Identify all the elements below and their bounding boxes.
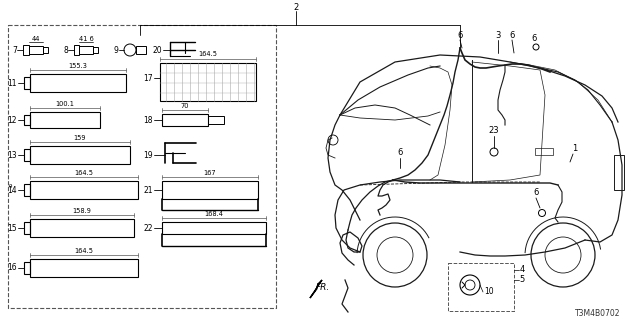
- Text: 14: 14: [8, 186, 17, 195]
- Bar: [535, 148, 553, 155]
- Bar: [74, 45, 79, 55]
- Bar: [24, 184, 30, 196]
- Text: 44: 44: [32, 36, 40, 42]
- Text: 10: 10: [484, 287, 493, 297]
- Bar: [30, 259, 138, 277]
- Bar: [30, 74, 126, 92]
- Text: 70: 70: [180, 103, 189, 109]
- Text: 155.3: 155.3: [68, 63, 88, 69]
- Bar: [24, 115, 30, 125]
- Bar: [79, 46, 93, 54]
- Text: 17: 17: [143, 74, 153, 83]
- Bar: [614, 155, 624, 190]
- Text: 9: 9: [113, 45, 118, 54]
- Text: 167: 167: [204, 170, 216, 176]
- Text: 19: 19: [143, 150, 153, 159]
- Bar: [448, 263, 514, 311]
- Text: 6: 6: [458, 30, 463, 39]
- Text: FR.: FR.: [316, 284, 330, 292]
- Bar: [23, 45, 29, 55]
- Text: 5: 5: [520, 276, 525, 284]
- Text: 164.5: 164.5: [74, 248, 93, 254]
- Text: 164.5: 164.5: [198, 51, 218, 57]
- Bar: [30, 219, 134, 237]
- Text: 18: 18: [143, 116, 153, 124]
- Bar: [8, 25, 276, 308]
- Bar: [160, 63, 256, 101]
- Text: 6: 6: [531, 34, 537, 43]
- Text: 7: 7: [12, 45, 17, 54]
- Text: 1: 1: [572, 143, 578, 153]
- Bar: [30, 112, 100, 128]
- Bar: [162, 222, 266, 234]
- Bar: [136, 46, 146, 54]
- Text: 16: 16: [8, 263, 17, 273]
- Text: 159: 159: [74, 135, 86, 141]
- Bar: [24, 262, 30, 274]
- Text: 12: 12: [8, 116, 17, 124]
- Text: 13: 13: [8, 150, 17, 159]
- Text: 8: 8: [63, 45, 68, 54]
- Text: 15: 15: [8, 223, 17, 233]
- Text: 100.1: 100.1: [56, 101, 74, 107]
- Text: 6: 6: [397, 148, 403, 156]
- Text: 6: 6: [533, 188, 539, 196]
- Bar: [208, 116, 224, 124]
- Text: 9: 9: [8, 183, 12, 188]
- Bar: [43, 47, 48, 53]
- Text: 3: 3: [495, 30, 500, 39]
- Bar: [162, 181, 258, 199]
- Bar: [29, 46, 43, 54]
- Text: 4: 4: [520, 266, 525, 275]
- Text: 6: 6: [509, 30, 515, 39]
- Text: 21: 21: [143, 186, 153, 195]
- Text: 41 6: 41 6: [79, 36, 93, 42]
- Text: 23: 23: [489, 125, 499, 134]
- Bar: [162, 114, 208, 126]
- Bar: [24, 222, 30, 234]
- Text: 2: 2: [293, 3, 299, 12]
- Text: 11: 11: [8, 78, 17, 87]
- Text: 168.4: 168.4: [205, 211, 223, 217]
- Bar: [24, 149, 30, 161]
- Bar: [30, 146, 130, 164]
- Text: 20: 20: [152, 45, 162, 54]
- Polygon shape: [310, 280, 322, 298]
- Bar: [24, 77, 30, 89]
- Bar: [30, 181, 138, 199]
- Text: 158.9: 158.9: [72, 208, 92, 214]
- Text: T3M4B0702: T3M4B0702: [575, 308, 621, 317]
- Text: 22: 22: [143, 223, 153, 233]
- Bar: [93, 47, 98, 53]
- Text: 164.5: 164.5: [74, 170, 93, 176]
